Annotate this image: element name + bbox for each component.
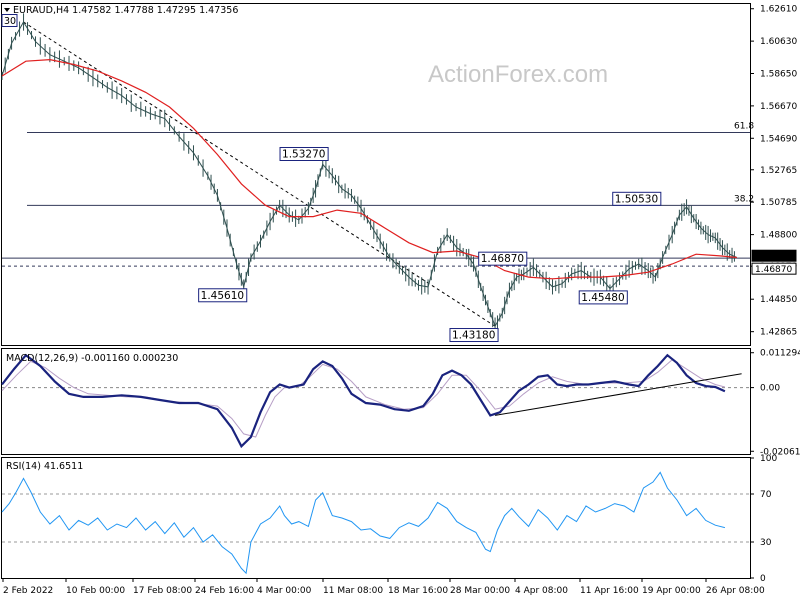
macd-main-line [1,353,726,449]
rsi-line [1,471,726,575]
price-tag-box [751,249,797,262]
price-tick-label: 1.54690 [760,134,797,144]
macd-tick-label: -0.020618 [760,447,800,457]
price-annotation-label: 1.53270 [282,148,325,160]
x-tick-label: 4 Mar 00:00 [257,586,312,596]
price-annotation-label: 1.43180 [452,330,495,342]
x-tick-label: 17 Feb 08:00 [133,586,192,596]
x-tick-label: 4 Apr 08:00 [515,586,568,596]
level-label: 38.2 [734,194,754,204]
price-annotation-box [279,146,329,161]
price-annotation-label: 1.50530 [615,193,658,205]
x-tick-label: 11 Apr 16:00 [580,586,639,596]
price-annotation-label: 1.45610 [201,290,244,302]
axis-layer: 1.62610 1.60630 1.58650 1.56670 1.54690 1.527… [2,5,800,596]
rsi-panel-frame [1,457,751,579]
price-line [1,21,738,328]
price-tick-label: 1.44850 [760,295,797,305]
macd-title: MACD(12,26,9) -0.001160 0.000230 [6,353,178,364]
macd-tick-label: 0.00 [760,384,780,394]
x-tick-label: 18 Mar 16:00 [388,586,448,596]
dropdown-triangle-icon[interactable] [4,8,10,12]
price-tick-label: 1.52765 [760,166,797,176]
x-tick-label: 24 Feb 16:00 [195,586,254,596]
x-tick-label: 28 Mar 00:00 [450,586,510,596]
macd-layer [1,353,750,449]
price-tick-label: 1.58650 [760,70,797,80]
price-tick-label: 1.42865 [760,328,797,338]
x-tick-label: 19 Apr 00:00 [642,586,701,596]
x-tick-label: 10 Feb 00:00 [66,586,125,596]
price-tag-box [751,262,797,275]
rsi-title: RSI(14) 41.6511 [6,461,83,472]
macd-tick-label: 0.011294 [760,349,800,359]
rsi-tick-label: 100 [760,454,777,464]
rsi-layer [1,471,750,575]
symbol-line: EURAUD,H4 1.47582 1.47788 1.47295 1.4735… [13,5,238,16]
moving-average-line [1,58,737,280]
price-tick-label: 1.50785 [760,198,797,208]
x-tick-label: 26 Apr 08:00 [706,586,765,596]
price-tag-label: 1.47356 [755,252,792,262]
price-tick-label: 1.56670 [760,102,797,112]
macd-trendline [494,373,742,416]
price-annotation-label: 1.46870 [481,253,524,265]
price-annotation-box [578,290,628,305]
price-layer: 61.8 38.2 1.53270 1.45610 1.43180 1.46870 1.50… [1,13,754,343]
rsi-tick-label: 70 [760,490,772,500]
x-tick-label: 2 Feb 2022 [3,586,53,596]
price-annotation-label: 1.45480 [581,292,624,304]
price-annotation-box [612,191,662,206]
price-panel-frame [1,3,751,346]
rsi-tick-label: 30 [760,538,772,548]
rsi-tick-label: 0 [760,574,766,584]
price-tag-label: 1.46870 [755,265,792,275]
price-tick-label: 1.62610 [760,5,797,15]
level-label: 61.8 [734,122,754,132]
x-tick-label: 11 Mar 08:00 [323,586,383,596]
price-tick-label: 1.48800 [760,231,797,241]
price-annotation-box [449,328,499,343]
price-annotation-box [198,288,248,303]
corner-tag [1,14,18,27]
corner-tag-label: 30 [4,16,16,27]
watermark: ActionForex.com [428,61,608,88]
price-annotation-box [478,251,528,266]
price-tick-label: 1.60630 [760,37,797,47]
